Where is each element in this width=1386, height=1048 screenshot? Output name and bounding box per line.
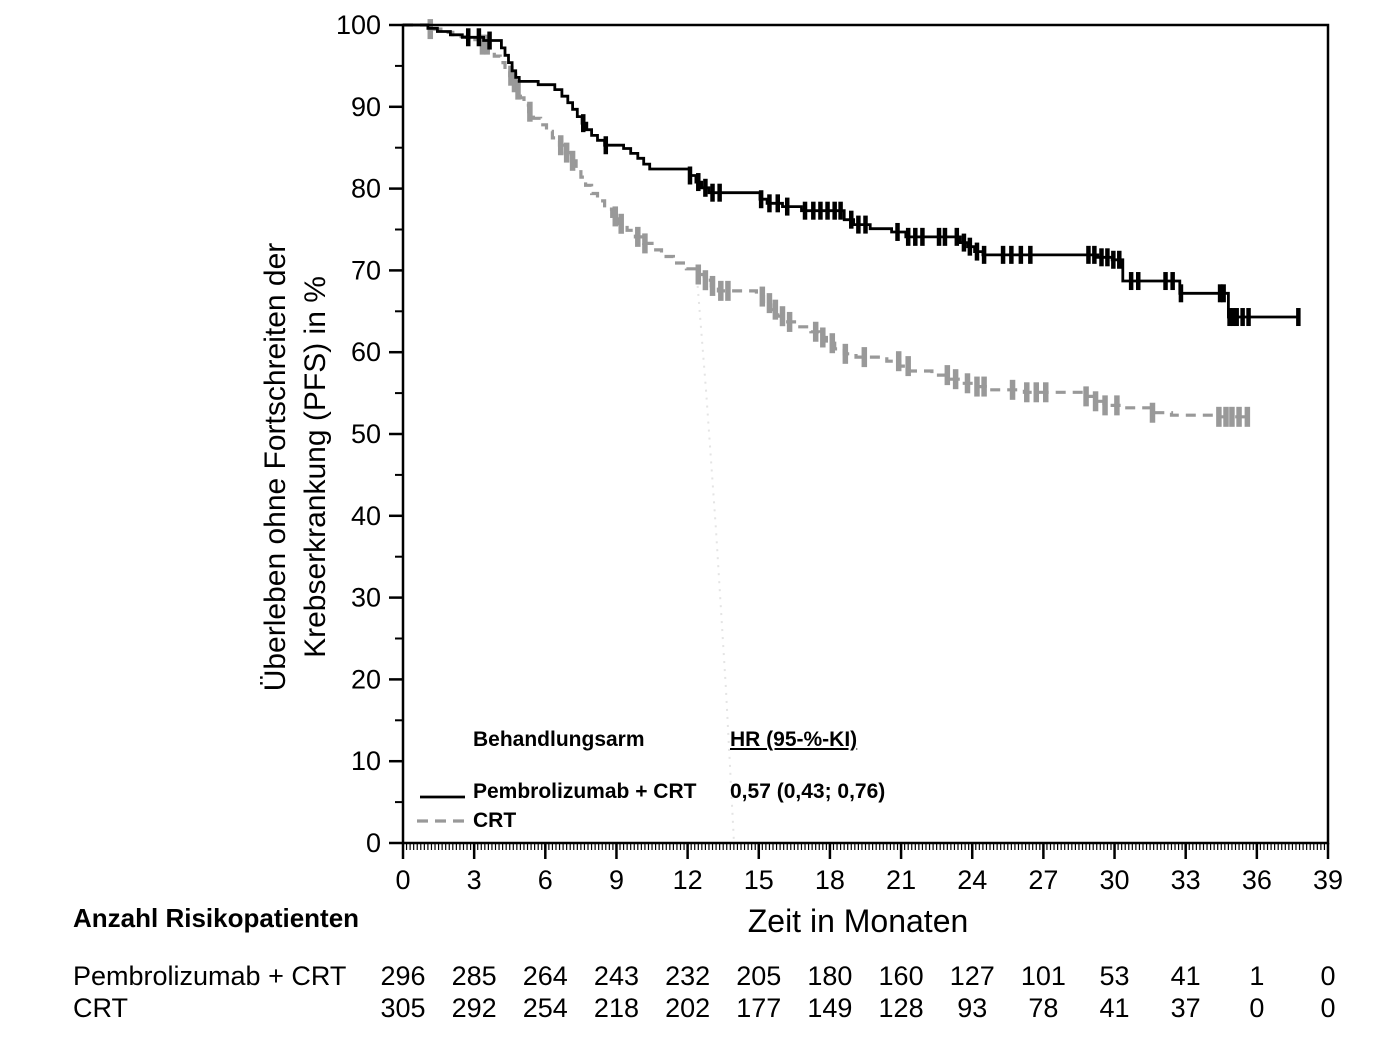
x-tick-label: 15 — [744, 865, 774, 895]
risk-count: 292 — [451, 993, 497, 1023]
risk-count: 149 — [807, 993, 853, 1023]
x-tick-label: 6 — [538, 865, 553, 895]
risk-count: 264 — [522, 961, 568, 991]
x-tick-label: 24 — [957, 865, 987, 895]
y-tick-label: 0 — [366, 828, 381, 858]
y-tick-label: 20 — [351, 664, 381, 694]
legend-header-treatment-arm: Behandlungsarm — [473, 728, 645, 751]
risk-count: 243 — [593, 961, 639, 991]
risk-count: 0 — [1320, 961, 1336, 991]
y-tick-label: 90 — [351, 92, 381, 122]
x-tick-label: 27 — [1028, 865, 1058, 895]
risk-count: 78 — [1028, 993, 1059, 1023]
risk-count: 180 — [807, 961, 853, 991]
x-tick-label: 3 — [467, 865, 482, 895]
y-tick-label: 70 — [351, 255, 381, 285]
y-axis-title-line2: Krebserkrankung (PFS) in % — [299, 276, 332, 658]
risk-count: 177 — [736, 993, 782, 1023]
risk-row-label-pembrolizumab-crt: Pembrolizumab + CRT — [73, 961, 347, 991]
x-tick-label: 0 — [395, 865, 410, 895]
legend-label-crt: CRT — [473, 809, 517, 832]
scan-artifact-line — [696, 277, 735, 844]
x-tick-label: 12 — [673, 865, 703, 895]
risk-count: 296 — [380, 961, 426, 991]
risk-count: 218 — [593, 993, 639, 1023]
legend-hr-value: 0,57 (0,43; 0,76) — [730, 780, 886, 803]
risk-row-label-crt: CRT — [73, 993, 129, 1023]
risk-count: 93 — [957, 993, 988, 1023]
legend-header-hr: HR (95-%-KI) — [730, 728, 858, 751]
y-tick-label: 40 — [351, 501, 381, 531]
risk-count: 1 — [1249, 961, 1265, 991]
risk-count: 37 — [1170, 993, 1201, 1023]
risk-count: 285 — [451, 961, 497, 991]
risk-table-title: Anzahl Risikopatienten — [73, 903, 360, 933]
km-curve-crt — [403, 23, 1249, 419]
risk-count: 0 — [1320, 993, 1336, 1023]
risk-count: 0 — [1249, 993, 1265, 1023]
y-tick-label: 50 — [351, 419, 381, 449]
risk-count: 160 — [878, 961, 924, 991]
legend-label-pembrolizumab-crt: Pembrolizumab + CRT — [473, 780, 697, 803]
y-axis-title-line1: Überleben ohne Fortschreiten der — [259, 242, 292, 692]
risk-count: 305 — [380, 993, 426, 1023]
risk-count: 53 — [1099, 961, 1130, 991]
x-tick-label: 39 — [1313, 865, 1343, 895]
plot-frame — [401, 23, 1330, 845]
x-tick-label: 21 — [886, 865, 916, 895]
y-tick-label: 10 — [351, 746, 381, 776]
y-tick-label: 100 — [336, 10, 381, 40]
y-tick-label: 30 — [351, 583, 381, 613]
x-tick-label: 9 — [609, 865, 624, 895]
x-tick-label: 30 — [1100, 865, 1130, 895]
y-tick-label: 60 — [351, 337, 381, 367]
risk-count: 41 — [1170, 961, 1201, 991]
x-tick-label: 36 — [1242, 865, 1272, 895]
x-tick-label: 18 — [815, 865, 845, 895]
risk-count: 254 — [522, 993, 568, 1023]
risk-count: 128 — [878, 993, 924, 1023]
risk-count: 202 — [665, 993, 711, 1023]
risk-count: 101 — [1020, 961, 1066, 991]
risk-count: 205 — [736, 961, 782, 991]
x-tick-label: 33 — [1171, 865, 1201, 895]
y-tick-label: 80 — [351, 174, 381, 204]
x-axis-title: Zeit in Monaten — [747, 903, 969, 939]
risk-count: 232 — [665, 961, 711, 991]
y-axis-title: Überleben ohne Fortschreiten der Krebser… — [256, 243, 336, 692]
risk-count: 41 — [1099, 993, 1130, 1023]
risk-count: 127 — [949, 961, 995, 991]
